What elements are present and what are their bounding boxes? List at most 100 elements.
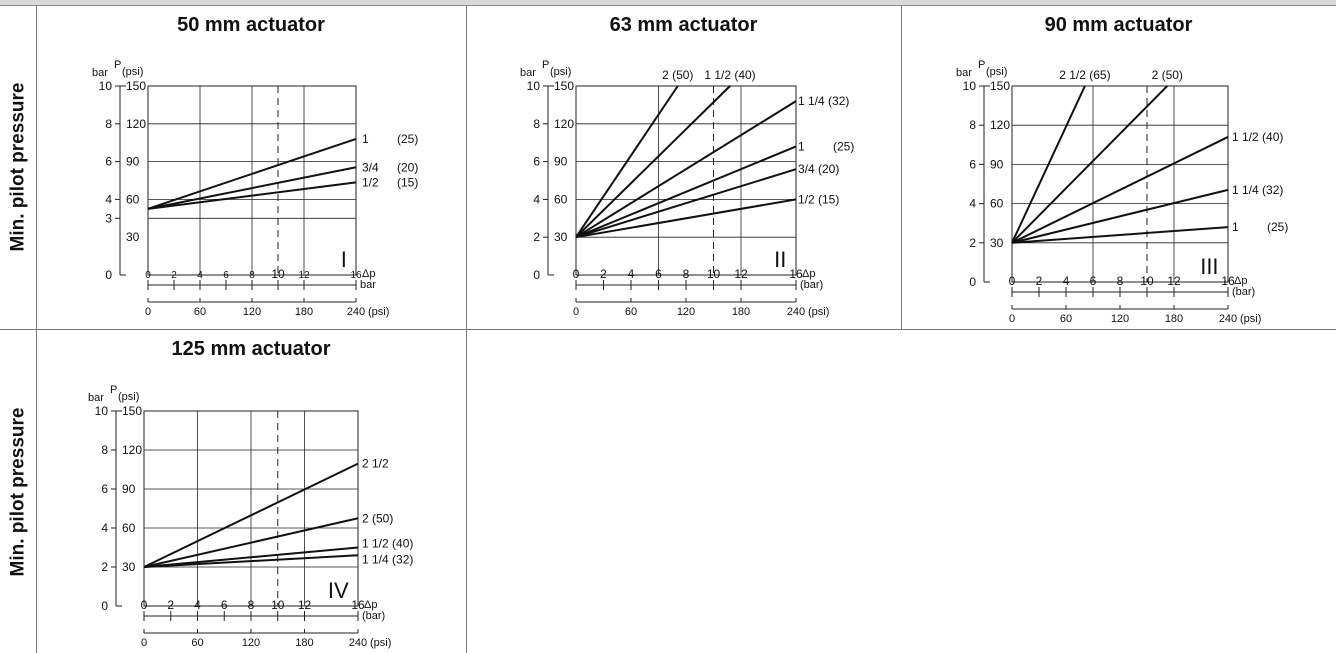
c3-x-tick-bar-7: 16 bbox=[351, 598, 365, 612]
c1-series-label-4: 3/4 (20) bbox=[798, 162, 839, 176]
c3-x-tick-psi-0: 0 bbox=[141, 637, 147, 649]
c2-y-tick-psi-3: 120 bbox=[990, 118, 1010, 132]
c0-series-line-2 bbox=[147, 181, 357, 210]
c2-x-tick-psi-0: 0 bbox=[1009, 313, 1015, 325]
c1-series-line-2 bbox=[575, 100, 797, 239]
c1-x-tick-bar-7: 16 bbox=[789, 267, 803, 281]
c3-x-tick-psi-3: 180 bbox=[295, 637, 313, 649]
c2-x-tick-bar-5: 10 bbox=[1140, 274, 1154, 288]
c2-y-symbol: P bbox=[978, 59, 985, 71]
c1-x-symbol: Δp bbox=[802, 268, 815, 280]
c0-x-tick-psi-3: 180 bbox=[295, 306, 313, 318]
c2-series-label-0: 2 1/2 (65) bbox=[1059, 68, 1110, 82]
c1-series-line-0 bbox=[575, 85, 679, 238]
c3-x-tick-bar-2: 4 bbox=[194, 598, 201, 612]
c1-series-label-3: 1 bbox=[798, 139, 805, 153]
c2-plot-frame bbox=[1011, 85, 1229, 283]
c1-y-tick-psi-3: 120 bbox=[554, 117, 574, 131]
c3-y-tick-bar-1: 2 bbox=[101, 560, 108, 574]
chart-title-125mm: 125 mm actuator bbox=[171, 338, 331, 360]
c0-x-tick-bar-4: 8 bbox=[249, 270, 255, 281]
c1-series-line-3 bbox=[575, 145, 797, 239]
c3-series-label-0: 2 1/2 bbox=[362, 457, 389, 471]
c2-x-tick-psi-4: 240 bbox=[1219, 313, 1237, 325]
c2-y-tick-bar-1: 2 bbox=[969, 236, 976, 250]
c2-series-line-2 bbox=[1011, 136, 1229, 244]
c0-y-tick-bar-5: 10 bbox=[99, 79, 113, 93]
c0-y-unit-psi: (psi) bbox=[122, 66, 143, 78]
c0-y-unit-bar: bar bbox=[92, 67, 108, 79]
c3-roman-numeral: IV bbox=[328, 578, 349, 603]
c0-x-unit-psi: (psi) bbox=[368, 306, 389, 318]
c2-y-tick-bar-5: 10 bbox=[963, 79, 977, 93]
c1-x-tick-bar-1: 2 bbox=[600, 267, 607, 281]
frame-vertical-mid2 bbox=[901, 5, 902, 329]
c2-series-label-1: 2 (50) bbox=[1152, 68, 1183, 82]
c3-series-line-3 bbox=[143, 554, 359, 568]
c1-x-tick-bar-2: 4 bbox=[628, 267, 635, 281]
c0-x-tick-bar-1: 2 bbox=[171, 270, 177, 281]
c2-y-tick-psi-4: 150 bbox=[990, 79, 1010, 93]
c2-x-tick-bar-0: 0 bbox=[1009, 274, 1016, 288]
c2-x-tick-bar-4: 8 bbox=[1117, 274, 1124, 288]
c1-x-tick-bar-3: 6 bbox=[655, 267, 662, 281]
c2-roman-numeral: III bbox=[1200, 254, 1218, 279]
c2-series-label2-4: (25) bbox=[1267, 220, 1288, 234]
c1-x-tick-psi-2: 120 bbox=[677, 306, 695, 318]
c1-y-tick-bar-4: 8 bbox=[533, 117, 540, 131]
c1-series-label-1: 1 1/2 (40) bbox=[704, 68, 755, 82]
c0-series-label-2: 1/2 bbox=[362, 175, 379, 189]
c0-x-tick-bar-7: 16 bbox=[350, 270, 362, 281]
c1-y-tick-psi-4: 150 bbox=[554, 79, 574, 93]
c3-y-tick-bar-0: 0 bbox=[101, 599, 108, 613]
c1-y-tick-bar-2: 4 bbox=[533, 192, 540, 206]
c2-series-line-1 bbox=[1011, 85, 1168, 244]
c3-x-unit-bar: (bar) bbox=[362, 610, 385, 622]
c0-y-tick-psi-2: 90 bbox=[126, 155, 140, 169]
c3-series-line-2 bbox=[143, 546, 359, 568]
frame-vertical-mid1 bbox=[466, 5, 467, 329]
c1-x-tick-bar-0: 0 bbox=[573, 267, 580, 281]
c3-y-unit-bar: bar bbox=[88, 392, 104, 404]
c3-series-line-0 bbox=[143, 462, 359, 568]
c1-y-tick-bar-1: 2 bbox=[533, 230, 540, 244]
c1-x-tick-psi-1: 60 bbox=[625, 306, 637, 318]
chart-title-63mm: 63 mm actuator bbox=[609, 14, 758, 36]
c0-y-tick-bar-2: 4 bbox=[105, 192, 112, 206]
c0-y-tick-psi-3: 120 bbox=[126, 117, 146, 131]
c2-series-line-0 bbox=[1011, 85, 1086, 244]
c2-x-unit-bar: (bar) bbox=[1232, 286, 1255, 298]
c2-x-tick-psi-1: 60 bbox=[1060, 313, 1072, 325]
c2-y-unit-bar: bar bbox=[956, 67, 972, 79]
c2-series-line-3 bbox=[1011, 188, 1229, 244]
c1-series-line-1 bbox=[575, 85, 731, 238]
c1-plot-frame bbox=[575, 85, 797, 276]
header-bar bbox=[0, 0, 1336, 6]
c0-y-tick-psi-0: 30 bbox=[126, 230, 140, 244]
c1-series-label2-3: (25) bbox=[833, 139, 854, 153]
c2-y-unit-psi: (psi) bbox=[986, 66, 1007, 78]
c0-x-symbol: Δp bbox=[362, 268, 375, 280]
c2-y-tick-bar-2: 4 bbox=[969, 197, 976, 211]
c3-y-tick-psi-0: 30 bbox=[122, 560, 136, 574]
c1-series-label-5: 1/2 (15) bbox=[798, 192, 839, 206]
c3-y-tick-bar-2: 4 bbox=[101, 521, 108, 535]
c3-x-tick-bar-0: 0 bbox=[141, 598, 148, 612]
c0-y-tick-psi-1: 60 bbox=[126, 192, 140, 206]
c3-y-tick-bar-4: 8 bbox=[101, 443, 108, 457]
c1-series-line-5 bbox=[575, 198, 797, 239]
c2-series-label-2: 1 1/2 (40) bbox=[1232, 130, 1283, 144]
c2-x-tick-bar-7: 16 bbox=[1221, 274, 1235, 288]
c3-x-tick-bar-3: 6 bbox=[221, 598, 228, 612]
c3-x-symbol: Δp bbox=[364, 599, 377, 611]
c1-series-label-0: 2 (50) bbox=[662, 68, 693, 82]
c0-series-line-0 bbox=[147, 137, 357, 210]
chart-title-90mm: 90 mm actuator bbox=[1044, 14, 1193, 36]
c0-y-symbol: P bbox=[114, 59, 121, 71]
c2-series-label-4: 1 bbox=[1232, 220, 1239, 234]
c3-x-tick-psi-4: 240 bbox=[349, 637, 367, 649]
c1-series-label-2: 1 1/4 (32) bbox=[798, 94, 849, 108]
c3-x-tick-psi-2: 120 bbox=[242, 637, 260, 649]
c3-series-label-1: 2 (50) bbox=[362, 511, 393, 525]
